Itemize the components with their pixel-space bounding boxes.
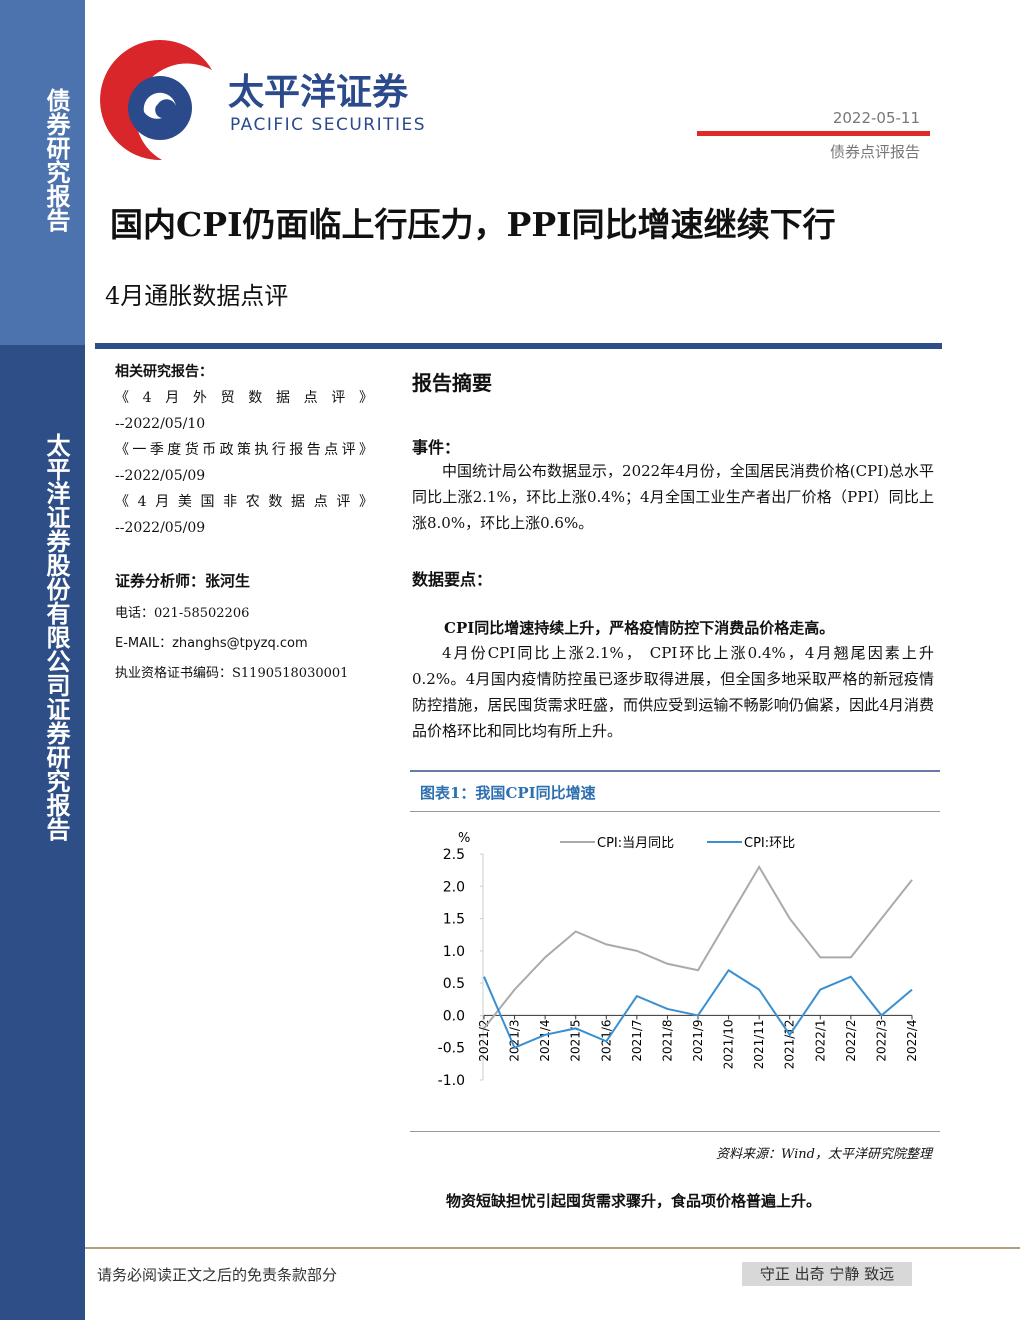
x-tick-label: 2021/10 — [722, 1019, 736, 1069]
title: 国内CPI仍面临上行压力，PPI同比增速继续下行 — [110, 205, 836, 244]
chart-rule — [410, 811, 940, 812]
y-tick-label: 0.0 — [443, 1008, 465, 1024]
related-title: 《4月美国非农数据点评》 — [115, 494, 373, 510]
x-tick-label: 2021/3 — [508, 1019, 522, 1061]
x-tick-label: 2021/8 — [660, 1019, 674, 1061]
chart: % -1.0 -0.5 0.0 0.5 1.0 1.5 2.0 2.5 2021/2 2021/3 2… — [438, 831, 919, 1089]
footer-rule — [85, 1247, 1020, 1249]
chart-rule — [410, 1131, 940, 1132]
x-tick-label: 2021/12 — [783, 1019, 797, 1069]
blue-rule — [95, 343, 942, 349]
phone: 电话：021-58502206 — [115, 606, 250, 621]
y-tick-label: 0.5 — [443, 976, 465, 992]
point-heading: CPI同比增速持续上升，严格疫情防控下消费品价格走高。 — [444, 619, 835, 637]
disclaimer: 请务必阅读正文之后的免责条款部分 — [97, 1266, 338, 1284]
x-tick-label: 2022/3 — [874, 1019, 888, 1061]
sidebar-top: 债券研究报告 — [0, 0, 85, 345]
analyst: 证券分析师：张河生 — [115, 572, 251, 590]
y-tick-label: 2.5 — [443, 847, 465, 863]
y-tick-label: -0.5 — [438, 1041, 465, 1057]
event-heading: 事件： — [412, 438, 461, 457]
motto: 守正 出奇 宁静 致远 — [742, 1262, 912, 1286]
point-text: 4月份CPI同比上涨2.1%， CPI环比上涨0.4%，4月翘尾因素上升0.2%… — [412, 644, 934, 740]
logo: 太平洋证券 PACIFIC SECURITIES — [100, 40, 426, 161]
series-line — [483, 864, 913, 1029]
legend-label: CPI:当月同比 — [597, 836, 674, 851]
points-heading: 数据要点： — [412, 570, 493, 589]
related-title: 《一季度货币政策执行报告点评》 — [115, 442, 373, 458]
date: 2022-05-11 — [832, 109, 920, 127]
related-heading: 相关研究报告： — [115, 364, 213, 380]
y-tick-label: 1.0 — [443, 944, 465, 960]
report-type: 债券点评报告 — [829, 143, 920, 161]
chart-title: 图表1：我国CPI同比增速 — [420, 784, 596, 802]
x-tick-label: 2021/2 — [477, 1019, 491, 1061]
x-tick-label: 2022/1 — [813, 1019, 827, 1061]
x-tick-label: 2021/5 — [569, 1019, 583, 1061]
related-date: --2022/05/09 — [115, 520, 206, 536]
related: 相关研究报告： 《4月外贸数据点评》 --2022/05/10 《一季度货币政策… — [115, 359, 373, 541]
related-date: --2022/05/10 — [115, 416, 206, 432]
legend-label: CPI:环比 — [744, 836, 795, 851]
x-tick-label: 2021/11 — [752, 1019, 766, 1069]
x-tick-label: 2021/9 — [691, 1019, 705, 1061]
logo-en: PACIFIC SECURITIES — [230, 115, 426, 135]
source: 资料来源：Wind，太平洋研究院整理 — [716, 1147, 932, 1162]
red-rule — [697, 131, 930, 136]
point-heading: 物资短缺担忧引起囤货需求骤升，食品项价格普遍上升。 — [446, 1192, 822, 1210]
y-tick-label: 2.0 — [443, 879, 465, 895]
related-date: --2022/05/09 — [115, 468, 206, 484]
related-title: 《4月外贸数据点评》 — [115, 390, 373, 406]
summary-heading: 报告摘要 — [412, 371, 492, 395]
x-tick-label: 2021/4 — [538, 1019, 552, 1061]
x-tick-label: 2022/4 — [905, 1019, 919, 1061]
y-label: % — [458, 831, 470, 846]
chart-rule — [410, 770, 940, 772]
y-tick-label: 1.5 — [443, 912, 465, 928]
x-tick-label: 2022/2 — [844, 1019, 858, 1061]
sidebar-bottom: 太平洋证券股份有限公司证券研究报告 — [0, 345, 85, 1320]
y-tick-label: -1.0 — [438, 1073, 465, 1089]
event-text: 中国统计局公布数据显示，2022年4月份，全国居民消费价格(CPI)总水平同比上… — [412, 462, 934, 532]
email: E-MAIL：zhanghs@tpyzq.com — [115, 636, 308, 651]
logo-cn: 太平洋证券 — [228, 72, 409, 113]
x-tick-label: 2021/7 — [630, 1019, 644, 1061]
subtitle: 4月通胀数据点评 — [105, 282, 289, 310]
cert: 执业资格证书编码：S1190518030001 — [115, 666, 349, 681]
series-line — [483, 968, 913, 1050]
